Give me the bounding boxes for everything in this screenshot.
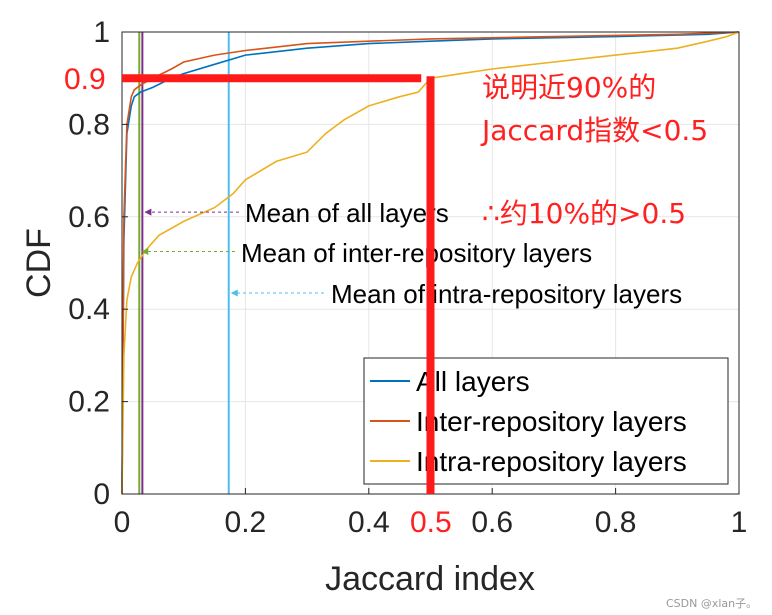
x-tick-label-1: 0.2 [225,506,267,539]
legend-box [363,357,729,485]
y-tick-label-1: 0.2 [68,386,110,419]
annotation-mean-all: Mean of all layers [245,198,449,228]
y-ticks: 0 0.2 0.4 0.6 0.8 1 [68,16,128,511]
series-lines [121,31,740,495]
mean-annotations: Mean of all layers Mean of inter-reposit… [141,198,682,309]
series-line-1 [121,31,740,495]
red-note-line2: Jaccard指数<0.5 [480,114,708,147]
mean-lines [138,32,230,494]
annotation-arrowhead-2 [230,289,238,297]
legend-label-inter: Inter-repository layers [416,406,687,437]
y-tick-label-3: 0.6 [68,201,110,234]
x-tick-label-0: 0 [114,506,131,539]
annotation-mean-intra: Mean of intra-repository layers [331,279,682,309]
y-tick-label-5: 1 [93,16,110,49]
red-note-line3: ∴约10%的>0.5 [482,197,686,230]
annotation-mean-inter: Mean of inter-repository layers [241,238,592,268]
red-x-label: 0.5 [410,506,452,539]
x-tick-label-4: 0.8 [595,506,637,539]
y-axis-title: CDF [20,228,58,298]
series-line-0 [121,31,740,495]
red-note-line1: 说明近90%的 [482,71,656,104]
y-tick-label-4: 0.8 [68,108,110,141]
annotation-arrowhead-0 [144,208,152,216]
legend-label-intra: Intra-repository layers [416,446,687,477]
legend-label-all: All layers [416,366,530,397]
y-tick-label-0: 0 [93,478,110,511]
legend: All layers Inter-repository layers Intra… [363,357,729,485]
y-tick-label-2: 0.4 [68,293,110,326]
red-y-label: 0.9 [64,63,106,96]
x-axis-title: Jaccard index [325,560,535,598]
series-line-2 [121,31,740,495]
x-tick-label-5: 1 [731,506,748,539]
watermark: CSDN @xlan子。 [666,597,757,610]
x-tick-label-3: 0.6 [471,506,513,539]
annotation-arrowhead-1 [141,247,149,255]
red-highlight: 0.9 0.5 说明近90%的 Jaccard指数<0.5 ∴约10%的>0.5 [64,63,708,539]
x-ticks: 0 0.2 0.4 0.6 0.8 1 [114,488,748,539]
x-tick-label-2: 0.4 [348,506,390,539]
